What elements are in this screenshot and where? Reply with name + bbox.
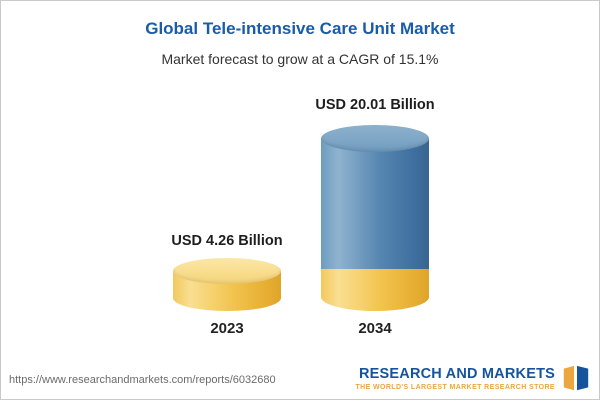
bar-2023-cylinder	[173, 258, 281, 311]
bar-2034-top-ellipse	[321, 125, 429, 152]
report-url-link[interactable]: https://www.researchandmarkets.com/repor…	[9, 374, 276, 386]
bar-2023-top-ellipse	[173, 258, 281, 284]
brand-name: RESEARCH AND MARKETS	[359, 365, 555, 382]
x-axis-label-2023: 2023	[210, 320, 244, 337]
chart-title: Global Tele-intensive Care Unit Market	[145, 19, 455, 38]
brand-text: RESEARCH AND MARKETS THE WORLD'S LARGEST…	[355, 366, 555, 391]
open-book-logo-icon	[563, 365, 589, 391]
chart-subtitle: Market forecast to grow at a CAGR of 15.…	[161, 51, 439, 67]
bar-2034-base-band	[321, 269, 429, 311]
value-label-2034: USD 20.01 Billion	[315, 97, 435, 113]
brand-block: RESEARCH AND MARKETS THE WORLD'S LARGEST…	[355, 364, 591, 392]
x-axis-label-2034: 2034	[358, 320, 392, 337]
brand-tagline: THE WORLD'S LARGEST MARKET RESEARCH STOR…	[355, 383, 555, 391]
value-label-2023: USD 4.26 Billion	[171, 233, 283, 249]
bar-2034-cylinder	[321, 125, 429, 311]
bar-2034-body	[321, 138, 429, 279]
